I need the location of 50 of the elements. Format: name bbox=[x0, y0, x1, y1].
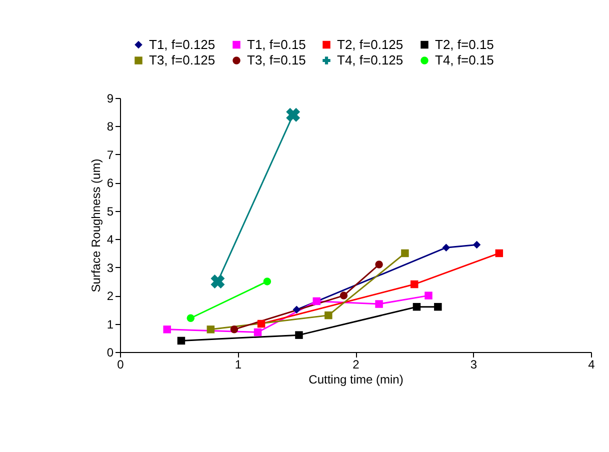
point bbox=[186, 314, 195, 322]
x-tick-label: 2 bbox=[352, 358, 360, 372]
point bbox=[324, 311, 332, 320]
x-tick-label: 1 bbox=[234, 358, 242, 372]
legend-label: T1, f=0.15 bbox=[247, 36, 306, 52]
point bbox=[375, 260, 383, 268]
y-tick-label: 8 bbox=[106, 120, 114, 134]
point bbox=[340, 292, 348, 300]
point bbox=[286, 108, 300, 122]
legend-label: T2, f=0.125 bbox=[337, 36, 404, 52]
point bbox=[263, 278, 272, 286]
y-tick-label: 3 bbox=[106, 260, 114, 275]
point bbox=[163, 326, 171, 334]
point bbox=[295, 331, 303, 339]
point bbox=[312, 297, 321, 306]
point bbox=[206, 326, 215, 334]
x-tick-label: 0 bbox=[117, 358, 124, 372]
legend-label: T2, f=0.15 bbox=[435, 36, 494, 52]
legend-label: T1, f=0.125 bbox=[149, 36, 216, 52]
x-axis-title: Cutting time (min) bbox=[308, 372, 404, 386]
y-tick-label: 6 bbox=[106, 176, 114, 190]
point bbox=[375, 300, 383, 308]
point bbox=[472, 240, 481, 249]
x-tick-label: 4 bbox=[588, 358, 596, 372]
point bbox=[442, 244, 450, 252]
y-tick-label: 4 bbox=[106, 232, 114, 247]
point bbox=[424, 292, 432, 300]
legend-label: T4, f=0.125 bbox=[337, 52, 404, 68]
legend-label: T3, f=0.15 bbox=[247, 52, 306, 68]
point bbox=[254, 328, 262, 336]
y-tick-label: 5 bbox=[106, 204, 114, 218]
point bbox=[434, 302, 442, 311]
point bbox=[177, 336, 186, 345]
point bbox=[401, 249, 409, 258]
y-tick-label: 9 bbox=[106, 92, 114, 106]
legend-label: T3, f=0.125 bbox=[149, 52, 216, 68]
point bbox=[257, 320, 266, 328]
y-tick-label: 7 bbox=[106, 148, 114, 162]
legend-label: T4, f=0.15 bbox=[435, 52, 494, 68]
point bbox=[210, 274, 225, 288]
point bbox=[410, 280, 418, 288]
point bbox=[230, 326, 238, 334]
point bbox=[292, 306, 300, 314]
y-tick-label: 0 bbox=[106, 346, 114, 360]
y-tick-label: 2 bbox=[106, 289, 114, 304]
x-tick-label: 3 bbox=[470, 358, 478, 372]
point bbox=[412, 302, 421, 311]
y-tick-label: 1 bbox=[106, 317, 114, 332]
point bbox=[495, 249, 504, 258]
y-axis-title: Surface Roughness (um) bbox=[88, 158, 103, 292]
